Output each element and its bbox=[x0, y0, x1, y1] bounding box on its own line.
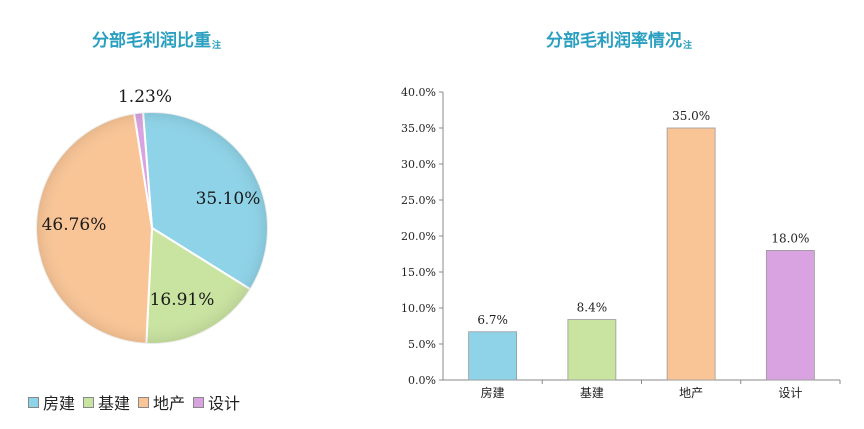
pie-label-sheji: 1.23% bbox=[118, 87, 172, 107]
x-tick-label-sheji: 设计 bbox=[778, 386, 802, 400]
y-tick-label: 25.0% bbox=[401, 194, 436, 207]
legend-item-fangjian: 房建 bbox=[28, 390, 75, 414]
bar-value-label-sheji: 18.0% bbox=[771, 231, 809, 245]
bar-sheji bbox=[765, 249, 815, 381]
bar-value-label-jijian: 8.4% bbox=[577, 301, 608, 315]
legend-swatch-sheji bbox=[193, 396, 205, 408]
pie-legend: 房建 基建 地产 设计 bbox=[28, 390, 248, 414]
bar-jijian bbox=[567, 319, 617, 381]
y-tick-label: 30.0% bbox=[401, 158, 436, 171]
pie-label-jijian: 16.91% bbox=[150, 290, 215, 310]
legend-item-dichan: 地产 bbox=[138, 390, 185, 414]
pie-label-dichan: 46.76% bbox=[42, 215, 107, 235]
bar-value-label-dichan: 35.0% bbox=[672, 109, 710, 123]
legend-swatch-jijian bbox=[83, 396, 95, 408]
y-tick-label: 15.0% bbox=[401, 266, 436, 279]
y-tick-label: 35.0% bbox=[401, 122, 436, 135]
bar-chart-title: 分部毛利润率情况注 bbox=[546, 31, 693, 51]
legend-label-fangjian: 房建 bbox=[43, 394, 76, 413]
x-tick-label-jijian: 基建 bbox=[580, 386, 604, 400]
y-tick-label: 5.0% bbox=[408, 338, 436, 351]
y-tick-label: 0.0% bbox=[408, 374, 436, 387]
bar-fangjian bbox=[468, 331, 518, 381]
x-tick-label-dichan: 地产 bbox=[679, 386, 703, 400]
legend-item-jijian: 基建 bbox=[83, 390, 130, 414]
pie-label-fangjian: 35.10% bbox=[196, 189, 261, 209]
legend-label-jijian: 基建 bbox=[98, 394, 131, 413]
legend-label-sheji: 设计 bbox=[208, 394, 241, 413]
legend-label-dichan: 地产 bbox=[153, 394, 186, 413]
bar-dichan bbox=[666, 127, 716, 381]
y-tick-label: 40.0% bbox=[401, 86, 436, 99]
bar-value-label-fangjian: 6.7% bbox=[477, 313, 508, 327]
legend-swatch-fangjian bbox=[28, 396, 39, 408]
pie-chart-title: 分部毛利润比重注 bbox=[92, 31, 222, 51]
legend-swatch-dichan bbox=[138, 396, 150, 408]
x-tick-label-fangjian: 房建 bbox=[481, 385, 505, 400]
legend-item-sheji: 设计 bbox=[193, 390, 240, 414]
y-tick-label: 10.0% bbox=[401, 302, 436, 315]
y-tick-label: 20.0% bbox=[401, 230, 436, 243]
